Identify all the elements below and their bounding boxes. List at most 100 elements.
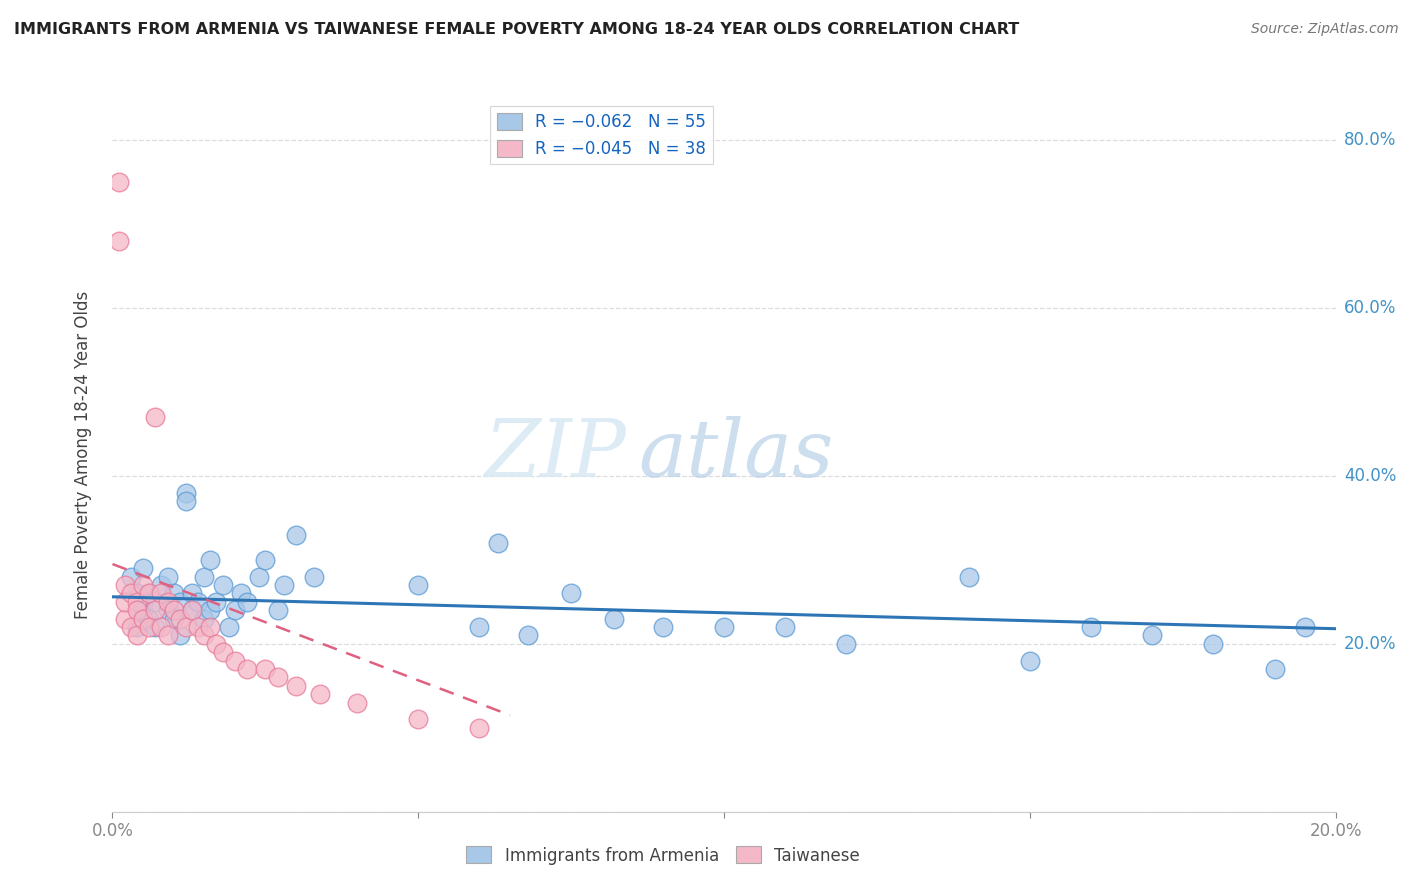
- Point: [713, 620, 735, 634]
- Point: [957, 569, 980, 583]
- Point: [266, 670, 288, 684]
- Point: [205, 595, 228, 609]
- Point: [284, 527, 308, 541]
- Point: [163, 586, 186, 600]
- Point: [138, 620, 160, 634]
- Point: [174, 494, 197, 508]
- Point: [346, 696, 368, 710]
- Point: [200, 620, 222, 634]
- Text: ZIP: ZIP: [485, 417, 626, 493]
- Text: 60.0%: 60.0%: [1344, 299, 1396, 317]
- Point: [143, 620, 166, 634]
- Point: [169, 595, 191, 609]
- Point: [120, 620, 142, 634]
- Point: [114, 578, 136, 592]
- Point: [468, 620, 491, 634]
- Point: [193, 628, 215, 642]
- Point: [517, 628, 540, 642]
- Point: [174, 485, 197, 500]
- Legend: Immigrants from Armenia, Taiwanese: Immigrants from Armenia, Taiwanese: [460, 839, 866, 871]
- Point: [150, 578, 173, 592]
- Point: [200, 553, 222, 567]
- Point: [1202, 637, 1225, 651]
- Point: [120, 586, 142, 600]
- Point: [273, 578, 295, 592]
- Text: 40.0%: 40.0%: [1344, 467, 1396, 485]
- Point: [211, 645, 233, 659]
- Point: [309, 687, 332, 701]
- Point: [169, 612, 191, 626]
- Point: [652, 620, 675, 634]
- Point: [1142, 628, 1164, 642]
- Point: [229, 586, 252, 600]
- Point: [181, 603, 204, 617]
- Point: [107, 234, 129, 248]
- Point: [125, 586, 148, 600]
- Point: [114, 595, 136, 609]
- Point: [143, 603, 166, 617]
- Text: atlas: atlas: [638, 417, 834, 493]
- Point: [560, 586, 582, 600]
- Point: [156, 628, 179, 642]
- Point: [193, 612, 215, 626]
- Point: [247, 569, 270, 583]
- Text: Source: ZipAtlas.com: Source: ZipAtlas.com: [1251, 22, 1399, 37]
- Point: [200, 603, 222, 617]
- Point: [138, 612, 160, 626]
- Point: [150, 586, 173, 600]
- Text: 80.0%: 80.0%: [1344, 131, 1396, 149]
- Point: [114, 612, 136, 626]
- Point: [132, 603, 155, 617]
- Point: [156, 603, 179, 617]
- Text: IMMIGRANTS FROM ARMENIA VS TAIWANESE FEMALE POVERTY AMONG 18-24 YEAR OLDS CORREL: IMMIGRANTS FROM ARMENIA VS TAIWANESE FEM…: [14, 22, 1019, 37]
- Point: [254, 553, 277, 567]
- Point: [174, 620, 197, 634]
- Point: [187, 620, 209, 634]
- Point: [1264, 662, 1286, 676]
- Point: [211, 578, 233, 592]
- Point: [132, 612, 155, 626]
- Point: [156, 595, 179, 609]
- Point: [1080, 620, 1102, 634]
- Point: [284, 679, 308, 693]
- Point: [132, 561, 155, 575]
- Point: [181, 603, 204, 617]
- Point: [125, 603, 148, 617]
- Point: [603, 612, 626, 626]
- Point: [125, 595, 148, 609]
- Point: [125, 628, 148, 642]
- Point: [224, 654, 246, 668]
- Point: [163, 612, 186, 626]
- Point: [1294, 620, 1316, 634]
- Point: [169, 628, 191, 642]
- Point: [132, 595, 155, 609]
- Point: [181, 586, 204, 600]
- Point: [187, 595, 209, 609]
- Point: [236, 595, 259, 609]
- Point: [266, 603, 288, 617]
- Point: [120, 569, 142, 583]
- Text: 20.0%: 20.0%: [1344, 635, 1396, 653]
- Point: [138, 586, 160, 600]
- Point: [304, 569, 326, 583]
- Point: [408, 578, 430, 592]
- Point: [254, 662, 277, 676]
- Point: [163, 603, 186, 617]
- Point: [835, 637, 858, 651]
- Point: [236, 662, 259, 676]
- Point: [150, 620, 173, 634]
- Point: [218, 620, 240, 634]
- Point: [143, 595, 166, 609]
- Point: [205, 637, 228, 651]
- Point: [125, 620, 148, 634]
- Point: [468, 721, 491, 735]
- Y-axis label: Female Poverty Among 18-24 Year Olds: Female Poverty Among 18-24 Year Olds: [73, 291, 91, 619]
- Point: [224, 603, 246, 617]
- Point: [486, 536, 509, 550]
- Point: [132, 578, 155, 592]
- Point: [1018, 654, 1040, 668]
- Point: [775, 620, 797, 634]
- Point: [143, 410, 166, 425]
- Point: [107, 175, 129, 189]
- Point: [193, 569, 215, 583]
